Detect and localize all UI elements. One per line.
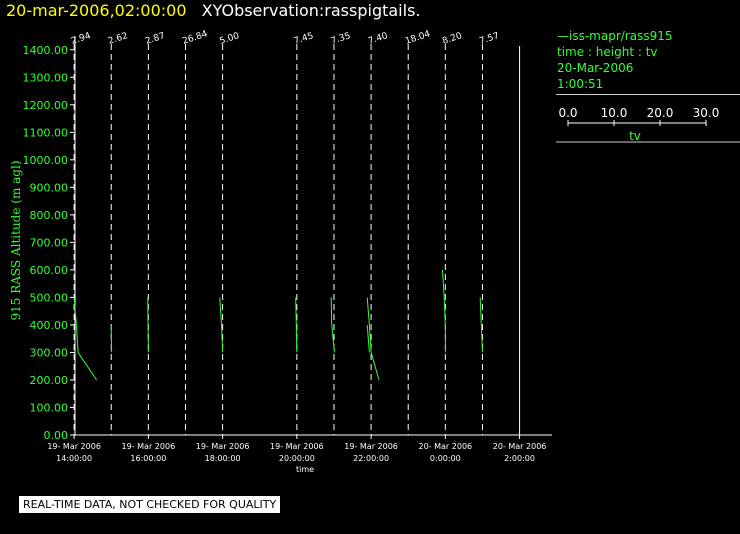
y-tick-label: 900.00 (30, 181, 69, 194)
y-tick-label: 1200.00 (23, 99, 69, 112)
y-tick-label: 600.00 (30, 264, 69, 277)
y-axis-label: 915 RASS Altitude (m agl) (9, 160, 23, 320)
tv-scale-label: tv (629, 129, 641, 143)
profile-trace (479, 297, 483, 353)
x-tick-date: 20- Mar 2006 (419, 442, 473, 451)
profile-trace (219, 297, 224, 353)
legend-panel: —iss-mapr/rass915 time : height : tv 20-… (556, 28, 740, 95)
tv-scale-tick-label: 30.0 (693, 106, 720, 120)
tv-scale-tick-label: 0.0 (558, 106, 577, 120)
observation-date: 20-mar-2006,02:00:00 (6, 1, 187, 20)
y-tick-label: 1000.00 (23, 154, 69, 167)
quality-disclaimer: REAL-TIME DATA, NOT CHECKED FOR QUALITY (19, 496, 281, 513)
x-tick-time: 16:00:00 (130, 454, 166, 463)
x-tick-date: 19- Mar 2006 (344, 442, 398, 451)
profile-label: 7.35 (330, 31, 352, 47)
profile-label: 18.04 (404, 29, 432, 47)
profile-label: 7.40 (367, 31, 389, 47)
x-tick-date: 20- Mar 2006 (493, 442, 547, 451)
x-tick-time: 2:00:00 (504, 454, 535, 463)
x-tick-date: 19- Mar 2006 (122, 442, 176, 451)
chart-header: 20-mar-2006,02:00:00 XYObservation:rassp… (6, 1, 421, 20)
y-tick-label: 0.00 (44, 429, 69, 442)
profile-label: 2.62 (107, 31, 129, 47)
x-tick-time: 0:00:00 (430, 454, 461, 463)
profile-trace (295, 297, 298, 353)
tv-scale-tick-label: 20.0 (647, 106, 674, 120)
legend-divider (556, 94, 740, 95)
profile-trace (442, 269, 447, 353)
y-tick-label: 1300.00 (23, 71, 69, 84)
profile-label: 5.00 (218, 31, 240, 47)
y-tick-label: 500.00 (30, 291, 69, 304)
y-tick-label: 1100.00 (23, 126, 69, 139)
tv-scale-tick-label: 10.0 (601, 106, 628, 120)
x-tick-time: 14:00:00 (56, 454, 92, 463)
profile-label: 7.45 (293, 31, 315, 47)
y-tick-label: 200.00 (30, 374, 69, 387)
profile-label: 2.87 (144, 31, 166, 47)
x-tick-time: 22:00:00 (353, 454, 389, 463)
x-axis-label: time (296, 465, 314, 474)
profile-label: 26.84 (181, 29, 209, 47)
legend-time: 1:00:51 (557, 77, 604, 91)
x-tick-date: 19- Mar 2006 (47, 442, 101, 451)
x-tick-date: 19- Mar 2006 (196, 442, 250, 451)
profile-label: 7.57 (478, 31, 500, 47)
y-tick-label: 400.00 (30, 319, 69, 332)
profile-trace (330, 297, 335, 353)
profile-trace (73, 297, 98, 381)
profile-trace (147, 297, 149, 353)
profile-trace (366, 297, 380, 381)
legend-series: —iss-mapr/rass915 (557, 29, 673, 43)
tv-scale: 0.0 10.0 20.0 30.0 tv (556, 106, 740, 143)
y-tick-label: 700.00 (30, 236, 69, 249)
y-tick-label: 800.00 (30, 209, 69, 222)
profile-label: 8.20 (441, 31, 463, 47)
y-tick-label: 100.00 (30, 401, 69, 414)
y-tick-label: 300.00 (30, 346, 69, 359)
profile-label: 2.94 (70, 31, 92, 47)
x-tick-time: 20:00:00 (279, 454, 315, 463)
y-tick-label: 1400.00 (23, 44, 69, 57)
profile-trace (366, 324, 370, 353)
legend-date: 20-Mar-2006 (557, 61, 634, 75)
x-tick-time: 18:00:00 (205, 454, 241, 463)
x-tick-date: 19- Mar 2006 (270, 442, 324, 451)
legend-fields: time : height : tv (557, 45, 658, 59)
observation-title: XYObservation:rasspigtails. (201, 1, 421, 20)
